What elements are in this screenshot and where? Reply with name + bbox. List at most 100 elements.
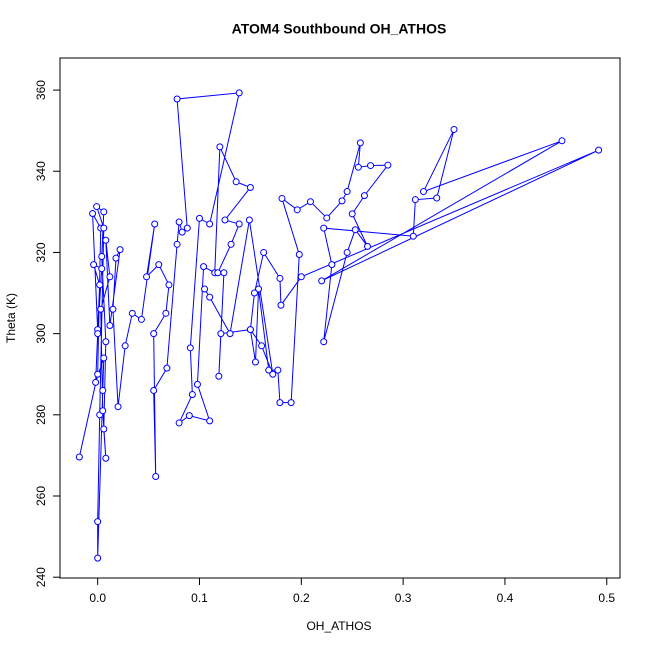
point bbox=[128, 309, 136, 317]
y-tick-label: 300 bbox=[34, 323, 48, 343]
x-tick-label: 0.2 bbox=[293, 591, 310, 605]
point bbox=[206, 293, 214, 301]
point bbox=[151, 220, 159, 228]
point bbox=[419, 188, 427, 196]
y-tick-label: 320 bbox=[34, 242, 48, 262]
point bbox=[323, 214, 331, 222]
point bbox=[102, 338, 110, 346]
point bbox=[100, 425, 108, 433]
point bbox=[269, 370, 277, 378]
point bbox=[99, 407, 107, 415]
point bbox=[102, 236, 110, 244]
point bbox=[411, 196, 419, 204]
point bbox=[173, 95, 181, 103]
point bbox=[293, 206, 301, 214]
point bbox=[137, 315, 145, 323]
point bbox=[102, 454, 110, 462]
point bbox=[235, 89, 243, 97]
point bbox=[328, 261, 336, 269]
x-axis-label: OH_ATHOS bbox=[306, 619, 371, 633]
point bbox=[215, 372, 223, 380]
point bbox=[109, 305, 117, 313]
point bbox=[150, 386, 158, 394]
point bbox=[200, 263, 208, 271]
point bbox=[195, 214, 203, 222]
point bbox=[100, 208, 108, 216]
point bbox=[226, 330, 234, 338]
point bbox=[276, 399, 284, 407]
plot-frame bbox=[59, 57, 621, 579]
point bbox=[162, 309, 170, 317]
x-tick-label: 0.5 bbox=[598, 591, 615, 605]
point bbox=[306, 198, 314, 206]
point bbox=[318, 277, 326, 285]
point bbox=[98, 253, 106, 261]
point bbox=[360, 192, 368, 200]
point bbox=[348, 210, 356, 218]
point bbox=[106, 322, 114, 330]
point bbox=[363, 242, 371, 250]
point bbox=[251, 358, 259, 366]
point bbox=[93, 203, 101, 211]
point bbox=[297, 273, 305, 281]
point bbox=[450, 125, 458, 133]
point bbox=[232, 178, 240, 186]
point bbox=[227, 240, 235, 248]
point bbox=[152, 473, 160, 481]
y-tick-label: 280 bbox=[34, 404, 48, 424]
point bbox=[295, 250, 303, 258]
point bbox=[409, 232, 417, 240]
point bbox=[75, 453, 83, 461]
point bbox=[173, 240, 181, 248]
point bbox=[367, 162, 375, 170]
point bbox=[220, 269, 228, 277]
point bbox=[354, 163, 362, 171]
point bbox=[165, 281, 173, 289]
point bbox=[188, 391, 196, 399]
point bbox=[343, 188, 351, 196]
point bbox=[178, 228, 186, 236]
point bbox=[155, 261, 163, 269]
point bbox=[255, 285, 263, 293]
point bbox=[433, 194, 441, 202]
point bbox=[214, 269, 222, 277]
x-tick-label: 0.3 bbox=[395, 591, 412, 605]
point bbox=[221, 216, 229, 224]
point bbox=[277, 301, 285, 309]
point bbox=[278, 194, 286, 202]
y-tick-label: 340 bbox=[34, 161, 48, 181]
point bbox=[99, 386, 107, 394]
point bbox=[185, 412, 193, 420]
point bbox=[235, 220, 243, 228]
point bbox=[558, 137, 566, 145]
point bbox=[143, 273, 151, 281]
point bbox=[98, 265, 106, 273]
point bbox=[100, 224, 108, 232]
point bbox=[94, 554, 102, 562]
point bbox=[216, 143, 224, 151]
point bbox=[320, 224, 328, 232]
point bbox=[276, 274, 284, 282]
point bbox=[258, 342, 266, 350]
y-tick-label: 240 bbox=[34, 567, 48, 587]
point bbox=[338, 197, 346, 205]
point bbox=[246, 183, 254, 191]
point bbox=[274, 366, 282, 374]
point bbox=[201, 285, 209, 293]
point bbox=[97, 305, 105, 313]
point bbox=[343, 248, 351, 256]
point bbox=[163, 364, 171, 372]
point bbox=[89, 209, 97, 217]
y-axis-label: Theta (K) bbox=[4, 293, 18, 343]
point bbox=[245, 216, 253, 224]
point bbox=[193, 380, 201, 388]
point bbox=[320, 338, 328, 346]
x-tick-label: 0.0 bbox=[89, 591, 106, 605]
point bbox=[96, 281, 104, 289]
point bbox=[260, 248, 268, 256]
point bbox=[356, 139, 364, 147]
chart-title: ATOM4 Southbound OH_ATHOS bbox=[232, 21, 447, 37]
point bbox=[90, 261, 98, 269]
point bbox=[116, 246, 124, 254]
point bbox=[175, 419, 183, 427]
